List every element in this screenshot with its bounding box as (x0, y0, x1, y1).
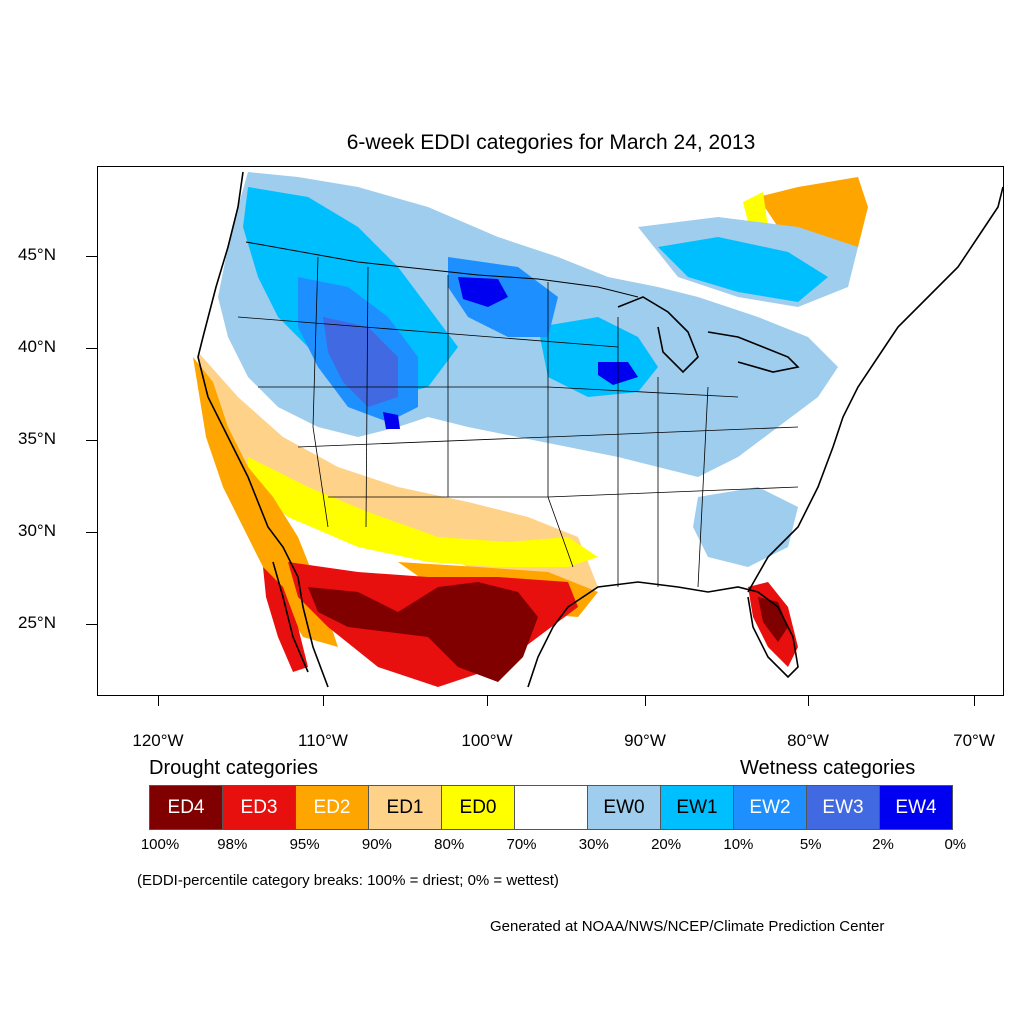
wetness-categories-heading: Wetness categories (740, 757, 916, 779)
state-line-horizontal-3 (297, 426, 799, 448)
lon-label-90: 90°W (624, 731, 666, 750)
legend-box-ew3: EW3 (806, 785, 880, 830)
state-line-vertical-7 (697, 386, 709, 588)
legend-box-ed1: ED1 (368, 785, 442, 830)
drought-categories-heading: Drought categories (149, 757, 318, 779)
legend-box-ed2: ED2 (295, 785, 369, 830)
state-line-horizontal-4 (328, 486, 799, 498)
west-coastline (197, 171, 329, 688)
category-legend: ED4 ED3 ED2 ED1 ED0 EW0 EW1 EW2 EW3 EW4 (149, 785, 953, 830)
east-coastline (747, 186, 1003, 593)
break-label: 98% (217, 836, 248, 853)
break-label: 70% (506, 836, 537, 853)
region-ew4-dakota (458, 277, 508, 307)
break-label: 5% (799, 836, 822, 853)
legend-box-neutral (514, 785, 588, 830)
state-line-horizontal-2 (258, 386, 739, 398)
lon-tick-110 (323, 696, 324, 706)
lon-tick-120 (158, 696, 159, 706)
eddi-map (193, 171, 1003, 688)
category-breaks-note: (EDDI-percentile category breaks: 100% =… (137, 872, 559, 889)
break-label: 2% (872, 836, 894, 853)
baja-coast (272, 561, 309, 673)
lat-label-25: 25°N (18, 613, 56, 632)
lon-tick-80 (808, 696, 809, 706)
lon-label-120: 120°W (132, 731, 184, 750)
credit-line: Generated at NOAA/NWS/NCEP/Climate Predi… (490, 918, 885, 935)
legend-box-ew4: EW4 (879, 785, 953, 830)
gulf-coastline (527, 581, 799, 688)
lat-label-45: 45°N (18, 245, 56, 264)
break-label: 100% (140, 836, 180, 853)
lat-tick-45 (86, 256, 97, 257)
legend-box-ed4: ED4 (149, 785, 223, 830)
lon-label-100: 100°W (461, 731, 513, 750)
region-ed4 (308, 582, 538, 682)
legend-box-ew0: EW0 (587, 785, 661, 830)
break-label: 90% (361, 836, 392, 853)
state-lines (237, 256, 799, 588)
break-label: 80% (434, 836, 465, 853)
region-ed4-florida (758, 597, 788, 642)
lon-label-80: 80°W (787, 731, 829, 750)
state-line-horizontal-1 (237, 316, 619, 348)
lon-tick-90 (645, 696, 646, 706)
wetness-layer (218, 172, 858, 567)
legend-box-ew1: EW1 (660, 785, 734, 830)
legend-box-ed0: ED0 (441, 785, 515, 830)
break-label: 0% (944, 836, 967, 853)
map-plot-area (97, 166, 1004, 696)
lat-label-40: 40°N (18, 337, 56, 356)
break-label: 10% (723, 836, 754, 853)
state-line-vertical-2 (365, 266, 369, 528)
lat-tick-25 (86, 624, 97, 625)
lat-tick-35 (86, 440, 97, 441)
lat-tick-40 (86, 348, 97, 349)
region-ed0-maine (743, 192, 768, 227)
boundaries (197, 171, 1003, 688)
great-lakes (617, 296, 800, 374)
region-ew3-utah (323, 317, 398, 407)
canada-border (245, 241, 639, 298)
region-ed1 (198, 352, 598, 602)
break-label: 20% (651, 836, 682, 853)
lon-label-110: 110°W (298, 731, 348, 750)
lon-tick-70 (974, 696, 975, 706)
region-ew1-ontario (658, 237, 828, 302)
legend-box-ew2: EW2 (733, 785, 807, 830)
lon-label-70: 70°W (953, 731, 995, 750)
lat-label-35: 35°N (18, 429, 56, 448)
legend-box-ed3: ED3 (222, 785, 296, 830)
lon-tick-100 (487, 696, 488, 706)
map-title: 6-week EDDI categories for March 24, 201… (346, 131, 756, 154)
region-ew0-southeast (693, 487, 798, 567)
break-label: 95% (289, 836, 320, 853)
lat-tick-30 (86, 532, 97, 533)
break-label: 30% (578, 836, 609, 853)
region-ed0 (248, 457, 598, 567)
state-line-vertical-1 (312, 256, 329, 528)
lat-label-30: 30°N (18, 521, 56, 540)
region-ew4-colorado (383, 412, 400, 429)
